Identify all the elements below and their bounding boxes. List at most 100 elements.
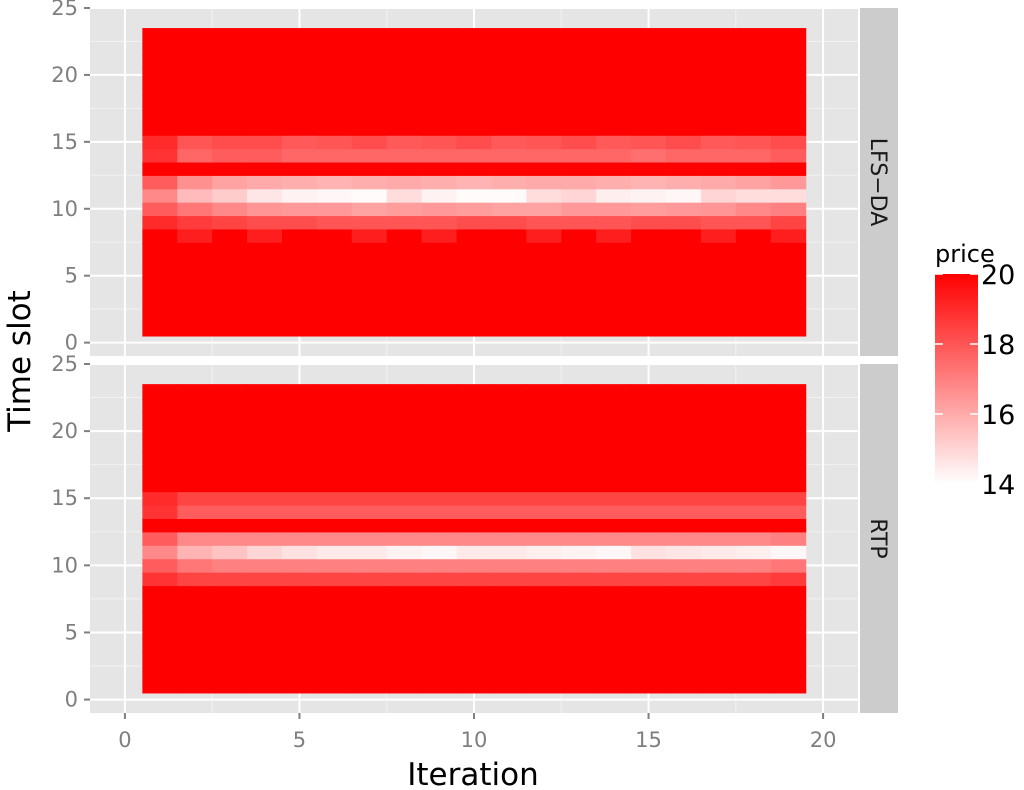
heatmap-cell bbox=[421, 202, 458, 217]
heatmap-cell bbox=[282, 625, 318, 640]
heatmap-cell bbox=[561, 322, 597, 337]
heatmap-cell bbox=[735, 384, 772, 399]
heatmap-cell bbox=[282, 572, 318, 587]
heatmap-cell bbox=[177, 188, 213, 203]
heatmap-cell bbox=[212, 41, 248, 56]
heatmap-cell bbox=[456, 108, 493, 123]
heatmap-cell bbox=[316, 464, 353, 479]
heatmap-cell bbox=[421, 309, 458, 324]
heatmap-cell bbox=[561, 28, 597, 43]
heatmap-cell bbox=[142, 384, 178, 399]
heatmap-cell bbox=[561, 175, 597, 190]
heatmap-cell bbox=[456, 269, 493, 283]
heatmap-cell bbox=[142, 215, 178, 230]
heatmap-cell bbox=[666, 625, 702, 640]
heatmap-cell bbox=[491, 666, 527, 681]
heatmap-cell bbox=[561, 161, 597, 176]
heatmap-cell bbox=[316, 491, 353, 506]
heatmap-cell bbox=[631, 41, 667, 56]
heatmap-cell bbox=[351, 81, 388, 96]
heatmap-cell bbox=[421, 639, 458, 654]
heatmap-cell bbox=[386, 175, 423, 190]
heatmap-cell bbox=[666, 228, 702, 243]
heatmap-cell bbox=[351, 255, 388, 270]
heatmap-cell bbox=[421, 478, 458, 493]
legend-colorbar bbox=[935, 274, 978, 484]
heatmap-cell bbox=[526, 384, 562, 399]
heatmap-cell bbox=[735, 518, 772, 533]
heatmap-cell bbox=[282, 135, 318, 150]
heatmap-cell bbox=[700, 269, 737, 283]
heatmap-cell bbox=[421, 397, 458, 412]
heatmap-cell bbox=[386, 504, 423, 519]
heatmap-cell bbox=[456, 121, 493, 136]
heatmap-cell bbox=[282, 639, 318, 654]
heatmap-cell bbox=[247, 598, 283, 613]
heatmap-cell bbox=[282, 598, 318, 613]
heatmap-cell bbox=[526, 282, 562, 297]
heatmap-cell bbox=[212, 666, 248, 681]
heatmap-cell bbox=[386, 585, 423, 600]
heatmap-cell bbox=[386, 410, 423, 426]
heatmap-cell bbox=[456, 175, 493, 190]
heatmap-cell bbox=[351, 202, 388, 217]
heatmap-cell bbox=[526, 309, 562, 324]
heatmap-cell bbox=[631, 282, 667, 297]
legend-title: price bbox=[935, 240, 995, 268]
heatmap-cell bbox=[177, 161, 213, 176]
heatmap-cell bbox=[421, 295, 458, 310]
heatmap-cell bbox=[142, 545, 178, 560]
heatmap-cell bbox=[316, 95, 353, 109]
heatmap-cell bbox=[770, 215, 807, 230]
heatmap-cell bbox=[735, 175, 772, 190]
heatmap-cell bbox=[491, 108, 527, 123]
heatmap-cell bbox=[212, 121, 248, 136]
heatmap-cell bbox=[596, 148, 632, 163]
heatmap-cell bbox=[282, 424, 318, 439]
heatmap-cell bbox=[142, 491, 178, 506]
heatmap-cell bbox=[456, 54, 493, 69]
heatmap-cell bbox=[386, 108, 423, 123]
heatmap-cell bbox=[421, 625, 458, 640]
heatmap-cell bbox=[770, 451, 807, 466]
heatmap-cell bbox=[735, 242, 772, 257]
panel-1: RTP bbox=[90, 363, 898, 713]
heatmap-cell bbox=[177, 255, 213, 270]
heatmap-cell bbox=[735, 625, 772, 640]
heatmap-cell bbox=[561, 464, 597, 479]
y-tick-label: 5 bbox=[65, 264, 78, 288]
heatmap-cell bbox=[316, 255, 353, 270]
heatmap-cell bbox=[596, 397, 632, 412]
heatmap-cell bbox=[212, 410, 248, 426]
heatmap-cell bbox=[386, 612, 423, 627]
heatmap-cell bbox=[386, 95, 423, 109]
heatmap-cell bbox=[351, 572, 388, 587]
heatmap-cell bbox=[526, 531, 562, 546]
heatmap-cell bbox=[177, 464, 213, 479]
heatmap-cell bbox=[212, 451, 248, 466]
heatmap-cell bbox=[421, 585, 458, 600]
heatmap-cell bbox=[282, 68, 318, 83]
heatmap-cell bbox=[142, 175, 178, 190]
heatmap-cell bbox=[491, 451, 527, 466]
heatmap-cell bbox=[596, 322, 632, 337]
heatmap-cell bbox=[316, 518, 353, 533]
heatmap-cell bbox=[142, 451, 178, 466]
heatmap-cell bbox=[561, 625, 597, 640]
heatmap-cell bbox=[700, 175, 737, 190]
heatmap-cell bbox=[351, 322, 388, 337]
heatmap-cell bbox=[351, 625, 388, 640]
heatmap-cell bbox=[177, 531, 213, 546]
y-tick-label: 10 bbox=[51, 553, 78, 577]
heatmap-cell bbox=[526, 242, 562, 257]
heatmap-cell bbox=[666, 255, 702, 270]
heatmap-cell bbox=[561, 437, 597, 452]
heatmap-cell bbox=[770, 322, 807, 337]
heatmap-cell bbox=[735, 95, 772, 109]
heatmap-cell bbox=[631, 175, 667, 190]
heatmap-cell bbox=[421, 652, 458, 667]
heatmap-cell bbox=[526, 81, 562, 96]
heatmap-cell bbox=[735, 135, 772, 150]
heatmap-cell bbox=[421, 81, 458, 96]
heatmap-cell bbox=[561, 282, 597, 297]
